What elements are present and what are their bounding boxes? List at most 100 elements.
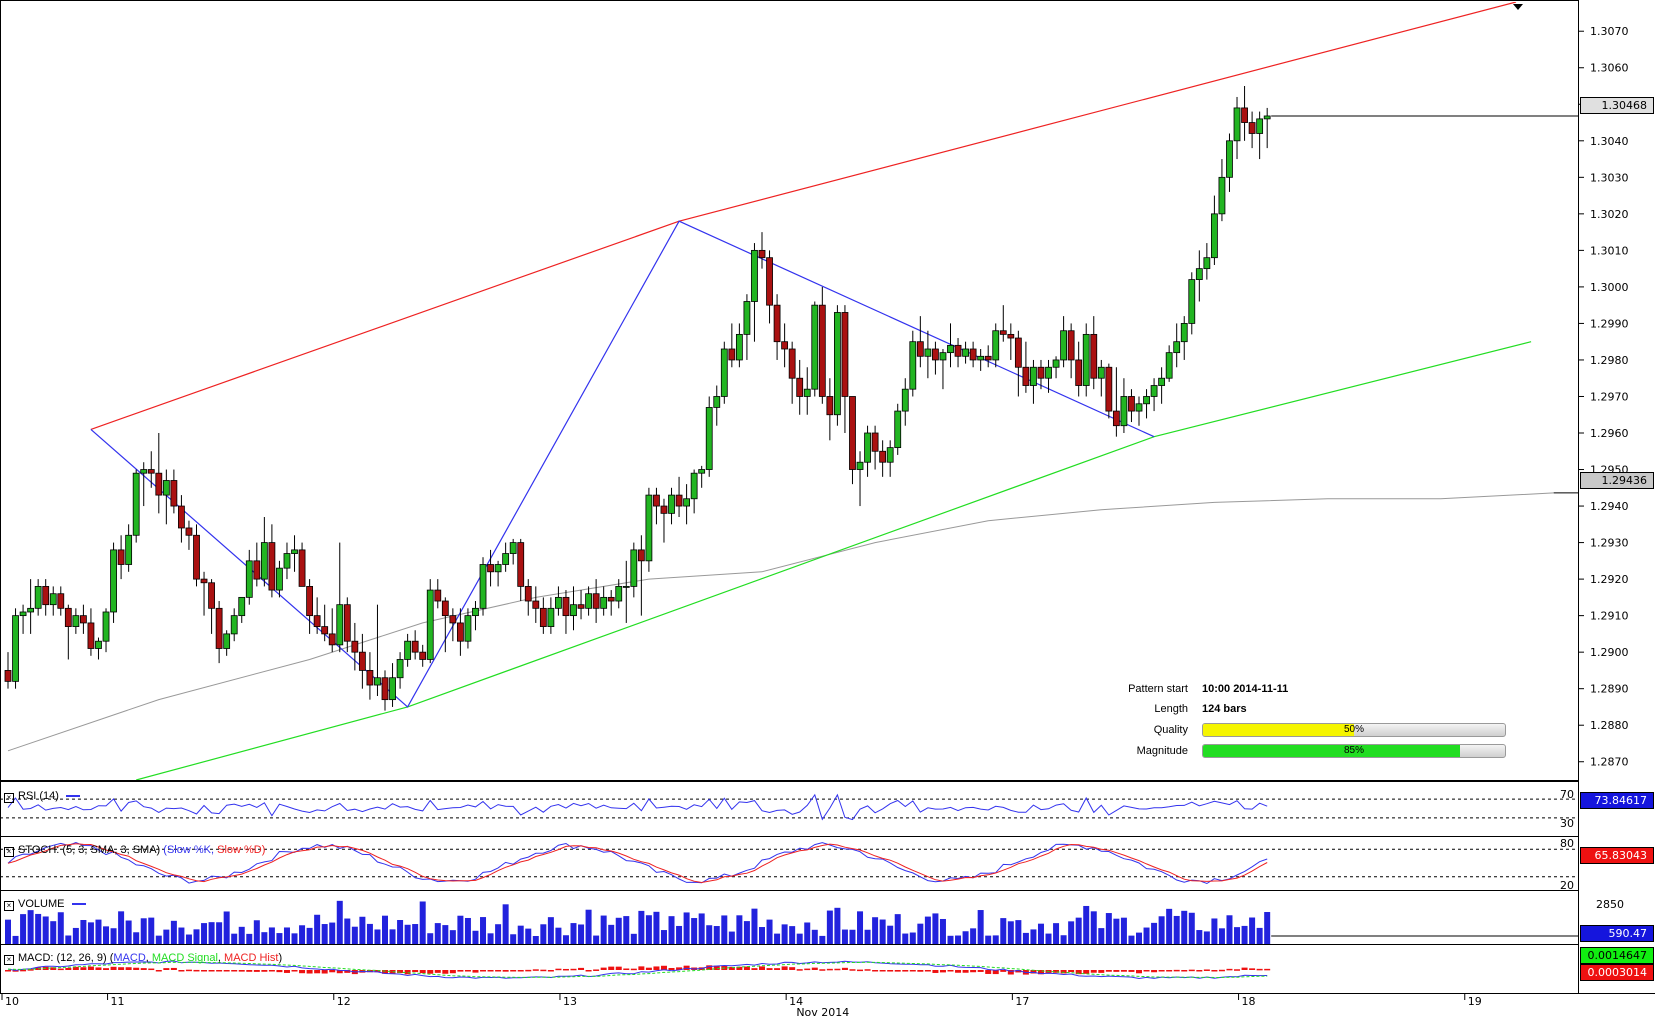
time-tick-label: 14 [789, 995, 803, 1008]
candle [64, 604, 72, 660]
stoch-pane-title[interactable]: × STOCH: (5, 3, SMA, 3, SMA) (Slow %K, Sl… [4, 844, 265, 857]
macd-hist-bar [510, 970, 517, 972]
candle-body [132, 472, 140, 536]
y-axis: 1.30701.30601.30501.30401.30301.30201.30… [1578, 25, 1629, 769]
candle [283, 542, 291, 580]
candle-body [1165, 352, 1173, 379]
candle-body [1173, 341, 1181, 354]
volume-bar [932, 913, 939, 944]
candle [758, 232, 766, 269]
candle-body [64, 607, 72, 627]
y-tick-label: 1.2890 [1590, 683, 1629, 696]
candle [517, 538, 525, 602]
candle [751, 243, 758, 342]
candle-body [653, 494, 660, 507]
candle [1030, 359, 1037, 404]
candle-body [570, 604, 577, 617]
volume-bar [185, 934, 192, 944]
candle [162, 469, 170, 525]
candle-body [298, 549, 306, 587]
volume-bar [668, 916, 675, 944]
macd-hist-bar [185, 969, 192, 972]
macd-hist-bar [781, 966, 788, 970]
macd-hist-bar [276, 970, 283, 973]
macd-hist-bar [736, 966, 743, 970]
candle-body [411, 640, 419, 653]
candle [615, 579, 623, 609]
volume-bar [442, 925, 449, 944]
volume-legend-swatch [71, 903, 86, 906]
volume-bar [917, 923, 924, 944]
volume-bar [374, 929, 381, 944]
candle [555, 586, 562, 616]
macd-hist-bar [374, 970, 381, 973]
candle [909, 330, 917, 397]
volume-bar [743, 921, 750, 944]
volume-bar [118, 911, 125, 944]
candle [668, 487, 675, 525]
candle [954, 338, 962, 368]
macd-hist-bar [992, 970, 999, 975]
close-icon[interactable]: × [4, 955, 14, 965]
candle-body [509, 542, 517, 554]
candle-body [1233, 107, 1241, 142]
macd-hist-bar [826, 968, 833, 971]
ma-price-label: 1.29436 [1580, 472, 1654, 489]
stoch-value-label: 65.83043 [1580, 847, 1654, 864]
volume-bar [163, 929, 170, 944]
volume-bar [1113, 918, 1120, 944]
macd-hist-bar [766, 968, 773, 970]
macd-hist-bar [713, 965, 720, 970]
macd-hist-bar [819, 969, 826, 971]
candle [562, 590, 570, 634]
volume-bar [977, 910, 984, 944]
candle-body [162, 480, 170, 496]
macd-hist-bar [1203, 969, 1210, 971]
close-icon[interactable]: × [4, 847, 14, 857]
volume-pane-title[interactable]: × VOLUME [4, 898, 86, 911]
rsi-pane-title[interactable]: × RSI (14) [4, 790, 81, 803]
close-icon[interactable]: × [4, 901, 14, 911]
volume-bar [600, 915, 607, 944]
volume-bar [525, 928, 532, 944]
volume-bar [1105, 913, 1112, 944]
macd-hist-bar [1037, 970, 1044, 975]
macd-hist-bar [887, 970, 894, 972]
candle-body [283, 553, 291, 569]
macd-hist-bar [517, 970, 524, 972]
candle [577, 590, 585, 620]
macd-hist-bar [1234, 969, 1241, 971]
volume-bar [1218, 928, 1225, 944]
y-tick-label: 1.2900 [1590, 646, 1629, 659]
candle [743, 294, 751, 360]
volume-bar [1030, 929, 1037, 944]
candle [1233, 96, 1241, 160]
candle [80, 604, 87, 634]
candle [683, 484, 690, 525]
macd-hist-bar [125, 967, 132, 970]
candle [404, 633, 412, 667]
close-icon[interactable]: × [4, 793, 14, 803]
volume-bar [344, 918, 351, 944]
candle-body [185, 527, 193, 536]
macd-hist-bar [1264, 968, 1271, 971]
macd-hist-bar [1256, 968, 1263, 971]
candle [49, 586, 57, 616]
candle [818, 286, 826, 404]
macd-hist-bar [789, 967, 796, 970]
volume-bar [608, 924, 615, 944]
candle-body [788, 348, 796, 379]
indicator-pane-frame [0, 781, 1579, 837]
candle-body [178, 505, 185, 529]
macd-hist-bar [283, 970, 290, 973]
candle-body [72, 615, 80, 627]
macd-pane-title[interactable]: × MACD: (12, 26, 9) (MACD, MACD Signal, M… [4, 952, 282, 965]
volume-bar [65, 935, 72, 944]
macd-hist-bar [630, 968, 637, 971]
candle [34, 579, 42, 616]
volume-bar [155, 935, 162, 944]
candle-body [818, 304, 826, 397]
volume-bar [208, 922, 215, 944]
macd-hist-bar [103, 968, 110, 970]
